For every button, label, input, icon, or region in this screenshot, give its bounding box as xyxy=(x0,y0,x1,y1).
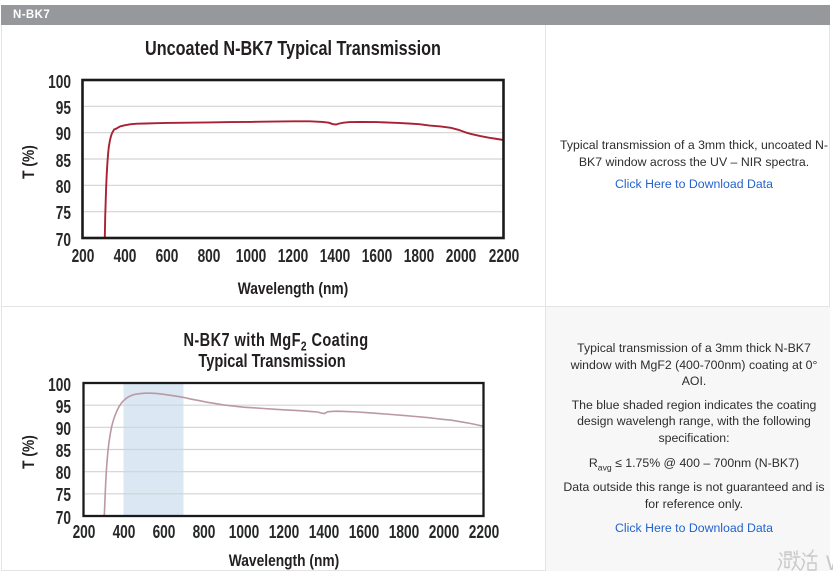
svg-text:W: W xyxy=(826,552,833,575)
